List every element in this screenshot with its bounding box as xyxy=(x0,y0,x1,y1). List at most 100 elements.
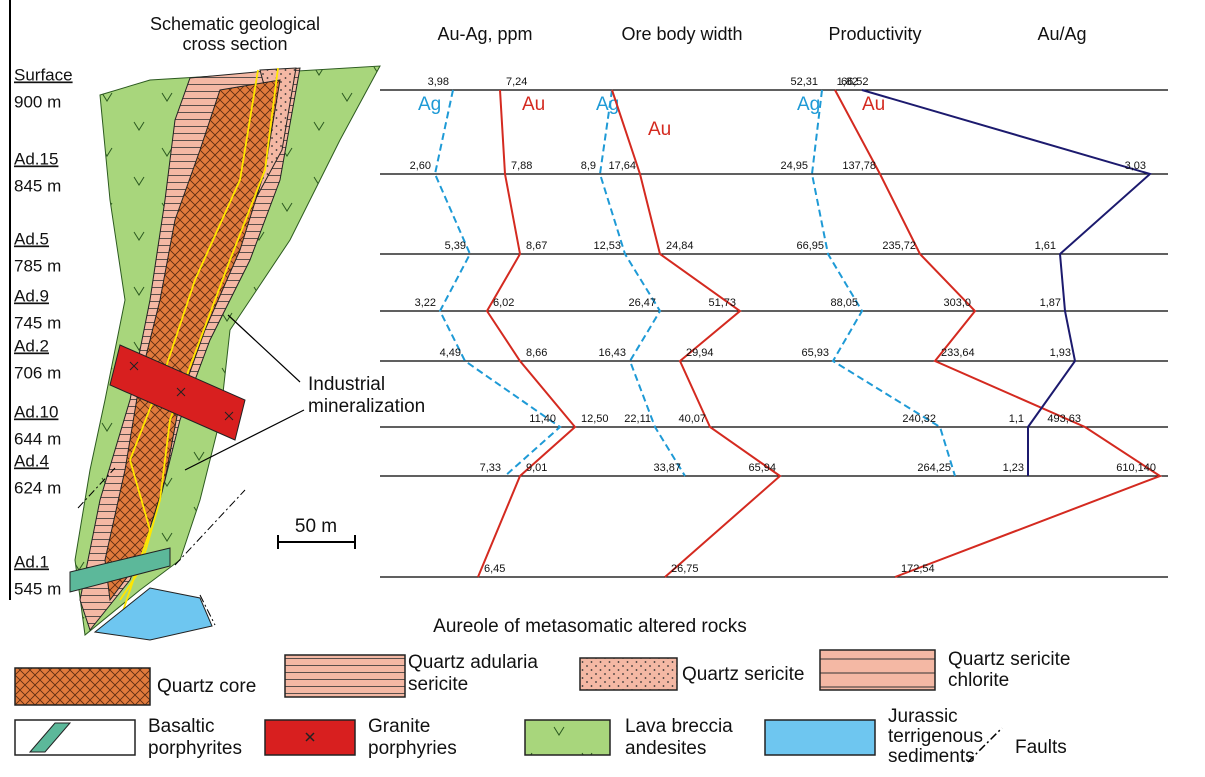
value-label: 29,94 xyxy=(686,347,714,359)
value-label: 7,33 xyxy=(480,462,501,474)
legend-swatch xyxy=(820,650,935,690)
value-label: 8,9 xyxy=(581,160,596,172)
column-title: Au/Ag xyxy=(1037,24,1086,44)
series-name: Au xyxy=(648,119,671,140)
legend-label: Granite xyxy=(368,716,430,737)
series-name: Au xyxy=(522,94,545,115)
section-title: Schematic geological xyxy=(150,14,320,34)
value-label: 233,64 xyxy=(941,347,975,359)
annotation: mineralization xyxy=(308,396,425,417)
diagram: Schematic geologicalcross section Industr… xyxy=(0,0,1205,772)
value-label: 7,24 xyxy=(506,76,527,88)
level-name: Ad.10 xyxy=(14,402,58,421)
legend-label: Quartz sericite xyxy=(948,649,1070,670)
level-depth: 745 m xyxy=(14,313,61,332)
value-label: 3,22 xyxy=(415,297,436,309)
legend-label: porphyrites xyxy=(148,738,242,759)
column-title: Au-Ag, ppm xyxy=(437,24,532,44)
cross-section xyxy=(10,0,380,640)
legend-title: Aureole of metasomatic altered rocks xyxy=(433,616,747,637)
value-label: 3,03 xyxy=(1125,160,1146,172)
legend-label: terrigenous xyxy=(888,726,983,747)
value-label: 264,25 xyxy=(917,462,951,474)
legend-label: chlorite xyxy=(948,670,1009,691)
value-label: 65,94 xyxy=(748,462,776,474)
value-label: 6,02 xyxy=(493,297,514,309)
value-label: 26,47 xyxy=(628,297,656,309)
value-label: 17,64 xyxy=(608,160,636,172)
value-label: 303,0 xyxy=(943,297,971,309)
legend-swatch xyxy=(285,655,405,697)
value-label: 1,82 xyxy=(837,76,858,88)
section-title: cross section xyxy=(182,34,287,54)
value-label: 1,23 xyxy=(1003,462,1024,474)
legend-label: Faults xyxy=(1015,737,1067,758)
series-name: Ag xyxy=(418,94,441,115)
scale-label: 50 m xyxy=(295,516,337,537)
value-label: 3,98 xyxy=(428,76,449,88)
level-name: Ad.9 xyxy=(14,286,49,305)
value-label: 8,66 xyxy=(526,347,547,359)
value-label: 22,11 xyxy=(624,413,651,425)
profile-line xyxy=(612,90,780,577)
value-label: 24,84 xyxy=(666,240,694,252)
value-label: 12,50 xyxy=(581,413,609,425)
series-name: Au xyxy=(862,94,885,115)
level-name: Ad.2 xyxy=(14,336,49,355)
legend-label: Jurassic xyxy=(888,706,958,727)
value-label: 40,07 xyxy=(678,413,706,425)
legend-label: Quartz core xyxy=(157,676,256,697)
level-depth: 545 m xyxy=(14,579,61,598)
value-label: 172,54 xyxy=(901,563,935,575)
value-label: 9,01 xyxy=(526,462,547,474)
level-name: Ad.5 xyxy=(14,229,49,248)
value-label: 137,78 xyxy=(842,160,876,172)
level-depth: 706 m xyxy=(14,363,61,382)
level-depth: 785 m xyxy=(14,256,61,275)
value-label: 235,72 xyxy=(882,240,916,252)
value-label: 33,87 xyxy=(653,462,681,474)
value-label: 1,1 xyxy=(1009,413,1024,425)
value-label: 12,53 xyxy=(593,240,621,252)
value-label: 51,73 xyxy=(708,297,736,309)
value-label: 52,31 xyxy=(790,76,818,88)
level-name: Ad.15 xyxy=(14,149,58,168)
column-title: Ore body width xyxy=(621,24,742,44)
value-label: 6,45 xyxy=(484,563,505,575)
value-label: 88,05 xyxy=(830,297,858,309)
value-label: 4,49 xyxy=(440,347,461,359)
level-depth: 900 m xyxy=(14,92,61,111)
legend-label: Lava breccia xyxy=(625,716,733,737)
legend-label: Basaltic xyxy=(148,716,215,737)
level-depth: 644 m xyxy=(14,429,61,448)
value-label: 493,63 xyxy=(1047,413,1081,425)
level-name: Ad.1 xyxy=(14,552,49,571)
value-label: 610,140 xyxy=(1116,462,1156,474)
value-label: 65,93 xyxy=(801,347,829,359)
value-label: 11,40 xyxy=(529,413,556,425)
legend-swatch xyxy=(15,668,150,705)
value-label: 2,60 xyxy=(410,160,431,172)
value-label: 8,67 xyxy=(526,240,547,252)
column-title: Productivity xyxy=(828,24,921,44)
legend-swatch xyxy=(525,720,610,755)
level-depth: 845 m xyxy=(14,176,61,195)
level-name: Ad.4 xyxy=(14,451,49,470)
legend-swatch xyxy=(580,658,677,690)
value-label: 24,95 xyxy=(780,160,808,172)
value-label: 66,95 xyxy=(796,240,824,252)
legend-label: Quartz adularia xyxy=(408,652,538,673)
legend-swatch xyxy=(765,720,875,755)
value-label: 26,75 xyxy=(671,563,699,575)
value-label: 1,87 xyxy=(1040,297,1061,309)
series-name: Ag xyxy=(596,94,619,115)
annotation: Industrial xyxy=(308,374,385,395)
level-name: Surface xyxy=(14,65,73,84)
value-label: 5,39 xyxy=(445,240,466,252)
legend-label: andesites xyxy=(625,738,706,759)
level-depth: 624 m xyxy=(14,478,61,497)
value-label: 16,43 xyxy=(598,347,626,359)
value-label: 1,61 xyxy=(1035,240,1056,252)
series-name: Ag xyxy=(797,94,820,115)
legend-label: porphyries xyxy=(368,738,457,759)
